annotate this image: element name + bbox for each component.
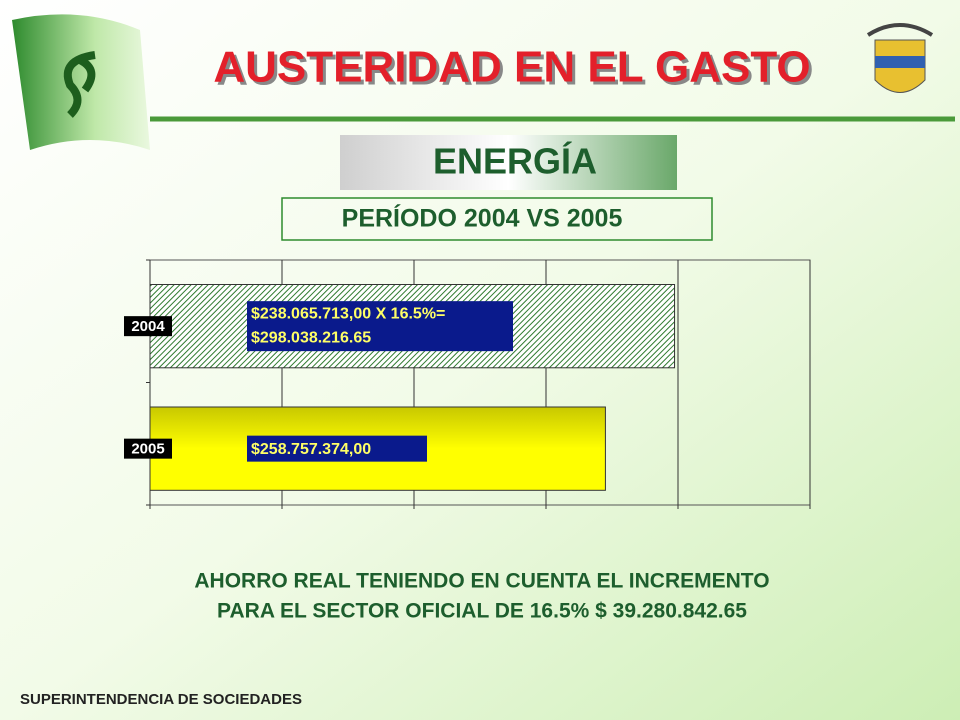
logo [12,14,150,150]
section-box [340,135,677,190]
y-tick-label: 2005 [131,441,164,458]
title: AUSTERIDAD EN EL GASTO [213,43,810,92]
period-box [281,197,713,241]
section-title: ENERGÍA [433,141,597,182]
title-shadow: AUSTERIDAD EN EL GASTO [216,46,813,95]
note: PARA EL SECTOR OFICIAL DE 16.5% $ 39.280… [217,600,747,623]
chart: 2004 $238.065.713,00 X 16.5%= $298.038.216… [124,259,811,509]
footer: SUPERINTENDENCIA DE SOCIEDADES [20,691,302,708]
logo-mark [63,51,96,118]
category-box [124,438,172,459]
category-box [124,316,172,337]
formula-label: $238.065.713,00 X 16.5%= [251,305,445,322]
value-label-box [247,301,513,352]
value-label-box [247,435,427,462]
value-label: $258.757.374,00 [251,441,371,458]
coat-of-arms [866,23,934,93]
period: PERÍODO 2004 VS 2005 [342,204,623,233]
y-tick-label: 2004 [131,318,165,335]
value-label: $298.038.216.65 [251,329,371,346]
note: AHORRO REAL TENIENDO EN CUENTA EL INCREM… [194,570,769,593]
